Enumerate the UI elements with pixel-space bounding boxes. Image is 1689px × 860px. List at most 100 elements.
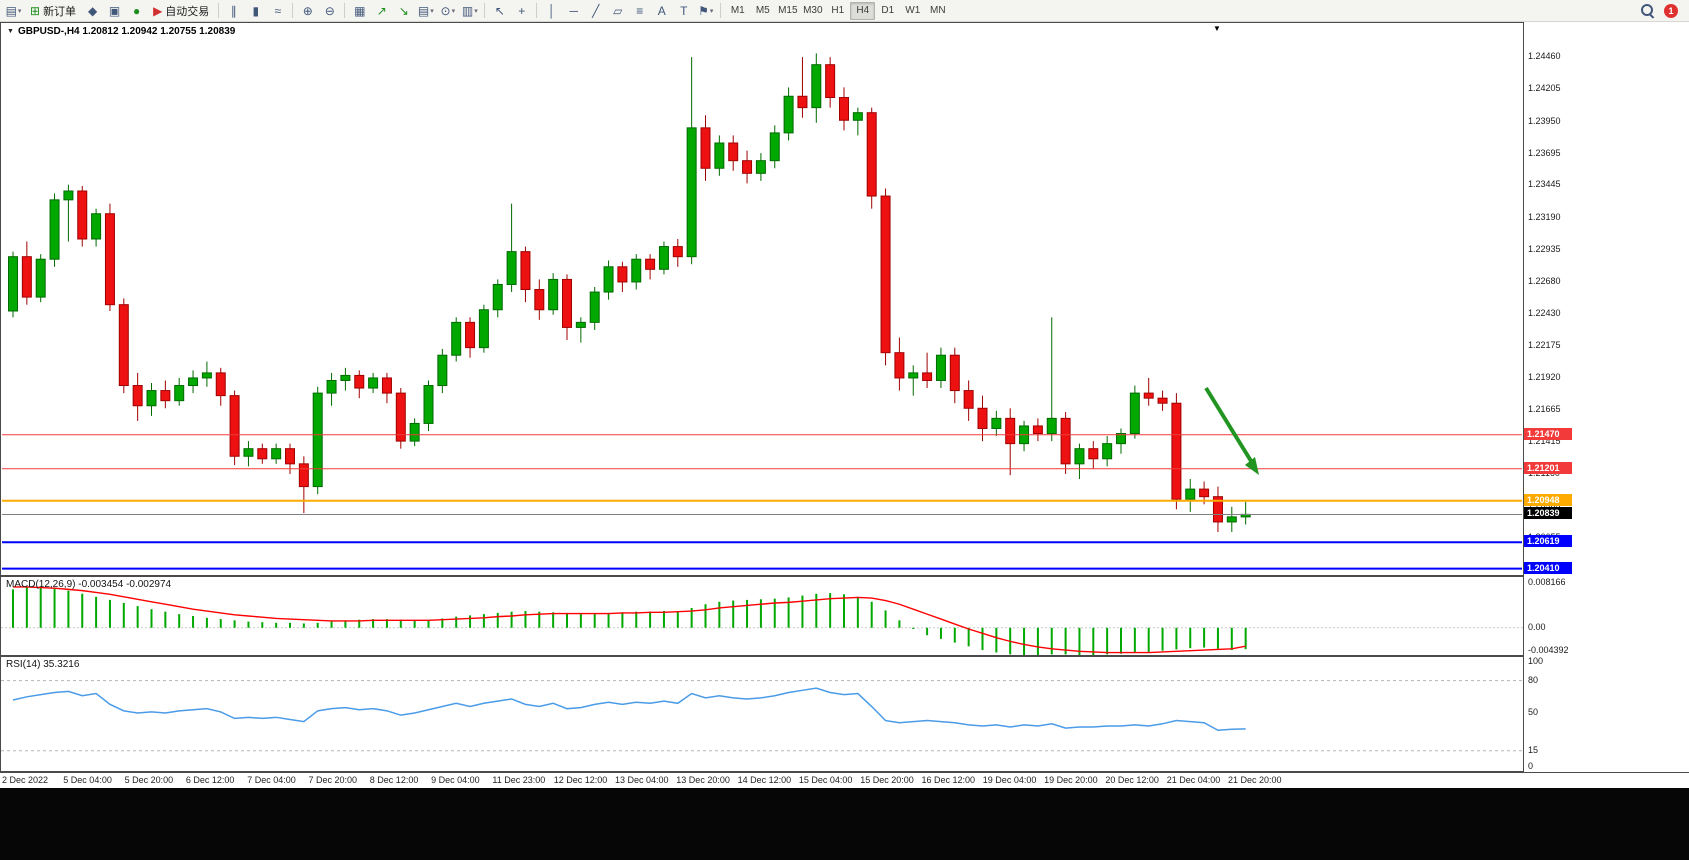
add-indicator-icon: ▤ bbox=[417, 3, 430, 18]
price-axis-label: 1.22935 bbox=[1528, 243, 1561, 254]
channel-tool-button[interactable]: ▱ bbox=[607, 1, 628, 20]
price-axis-label: 1.22430 bbox=[1528, 307, 1561, 318]
line-chart-button[interactable]: ≈ bbox=[267, 1, 288, 20]
tile-windows-button[interactable]: ▦ bbox=[349, 1, 370, 20]
candle-body bbox=[243, 448, 254, 457]
rsi-canvas[interactable] bbox=[1, 657, 1523, 771]
candle-body bbox=[257, 448, 268, 460]
candle-body bbox=[866, 112, 877, 197]
horizontal-line-tool-button[interactable]: ─ bbox=[563, 1, 584, 20]
timeframe-button-m5[interactable]: M5 bbox=[755, 5, 770, 16]
candlestick-chart-button[interactable]: ▮ bbox=[245, 1, 266, 20]
new-order-label: 新订单 bbox=[43, 5, 77, 18]
new-chart-button[interactable]: ▤ ▾ bbox=[3, 1, 24, 20]
timeframe-button-w1[interactable]: W1 bbox=[905, 5, 921, 16]
template-menu-button[interactable]: ▥ ▾ bbox=[459, 1, 480, 20]
macd-panel: MACD(12,26,9) -0.003454 -0.002974 bbox=[0, 576, 1524, 656]
chevron-down-icon: ▾ bbox=[430, 7, 434, 15]
print-button[interactable]: ▣ bbox=[104, 1, 125, 20]
symbol-dropdown-icon[interactable]: ▼ bbox=[7, 28, 14, 35]
price-axis-label: 1.23190 bbox=[1528, 211, 1561, 222]
new-chart-icon: ▤ bbox=[5, 3, 17, 18]
timeframe-button-h4[interactable]: H4 bbox=[850, 1, 876, 20]
new-order-icon: ⊞ bbox=[30, 3, 41, 18]
candle-body bbox=[589, 291, 600, 323]
candle-body bbox=[160, 390, 171, 402]
candle-body bbox=[465, 321, 476, 349]
candle-body bbox=[963, 390, 974, 409]
candle-body bbox=[368, 377, 379, 389]
time-axis-label: 13 Dec 20:00 bbox=[676, 775, 730, 785]
crosshair-tool-button[interactable]: + bbox=[511, 1, 532, 20]
chart-shift-marker[interactable]: ▼ bbox=[1213, 24, 1221, 33]
zoom-out-button[interactable]: ⊖ bbox=[319, 1, 340, 20]
timeframe-button-m15[interactable]: M15 bbox=[778, 5, 798, 16]
timeframe-button-m30[interactable]: M30 bbox=[803, 5, 823, 16]
shapes-tool-button[interactable]: ⚑ ▾ bbox=[695, 1, 716, 20]
candle-body bbox=[575, 321, 586, 328]
candle-body bbox=[603, 266, 614, 293]
trendline-tool-button[interactable]: ╱ bbox=[585, 1, 606, 20]
candle-body bbox=[188, 377, 199, 387]
candle-body bbox=[354, 374, 365, 389]
autotrading-button[interactable]: ▶ 自动交易 bbox=[148, 1, 214, 20]
metaquotes-icon: ◆ bbox=[87, 3, 98, 18]
candle-body bbox=[1116, 433, 1126, 445]
candle-body bbox=[271, 448, 282, 460]
metaquotes-button[interactable]: ◆ bbox=[82, 1, 103, 20]
autotrading-label: 自动交易 bbox=[165, 5, 210, 18]
indicator-up-button[interactable]: ↗ bbox=[371, 1, 392, 20]
macd-axis-label: 0.008166 bbox=[1528, 577, 1566, 587]
trend-arrow-head bbox=[1245, 457, 1259, 475]
candle-body bbox=[381, 377, 392, 394]
time-axis-label: 11 Dec 23:00 bbox=[492, 775, 546, 785]
time-axis-label: 9 Dec 04:00 bbox=[431, 775, 480, 785]
candle-body bbox=[201, 372, 212, 379]
timeframe-button-d1[interactable]: D1 bbox=[881, 5, 895, 16]
zoom-in-button[interactable]: ⊕ bbox=[297, 1, 318, 20]
trend-arrow[interactable] bbox=[1204, 386, 1253, 463]
label-tool-button[interactable]: T bbox=[673, 1, 694, 20]
timeframe-button-m1[interactable]: M1 bbox=[730, 5, 745, 16]
add-indicator-button[interactable]: ▤ ▾ bbox=[415, 1, 436, 20]
candle-body bbox=[783, 95, 794, 134]
macd-canvas[interactable] bbox=[1, 577, 1523, 655]
period-menu-button[interactable]: ⊙ ▾ bbox=[437, 1, 458, 20]
search-icon[interactable] bbox=[1641, 4, 1654, 17]
candle-body bbox=[77, 190, 88, 240]
price-axis-label: 1.23950 bbox=[1528, 115, 1561, 126]
candle-body bbox=[146, 390, 157, 407]
rsi-axis-label: 0 bbox=[1528, 761, 1534, 771]
bar-chart-icon: ∥ bbox=[230, 3, 237, 18]
candle-body bbox=[852, 112, 863, 121]
fibonacci-tool-button[interactable]: ≡ bbox=[629, 1, 650, 20]
candle-body bbox=[686, 127, 697, 258]
rsi-label: RSI(14) 35.3216 bbox=[6, 659, 80, 670]
notification-badge[interactable]: 1 bbox=[1664, 3, 1678, 18]
candle-body bbox=[63, 190, 74, 201]
price-tag-1.20410: 1.20410 bbox=[1524, 561, 1572, 574]
timeframe-button-mn[interactable]: MN bbox=[930, 5, 946, 16]
time-axis[interactable]: 2 Dec 2022 5 Dec 04:00 5 Dec 20:00 6 Dec 12… bbox=[0, 772, 1689, 788]
timeframe-button-h1[interactable]: H1 bbox=[831, 5, 845, 16]
time-axis-label: 14 Dec 12:00 bbox=[737, 775, 792, 785]
bar-chart-button[interactable]: ∥ bbox=[223, 1, 244, 20]
candle-body bbox=[1074, 448, 1085, 465]
toolbar-separator bbox=[536, 3, 538, 18]
candle-body bbox=[174, 385, 185, 402]
vertical-line-tool-button[interactable]: │ bbox=[541, 1, 562, 20]
price-chart-canvas[interactable] bbox=[1, 23, 1523, 575]
indicator-down-icon: ↘ bbox=[398, 3, 409, 18]
time-axis-label: 21 Dec 20:00 bbox=[1228, 775, 1282, 785]
candle-body bbox=[1129, 392, 1140, 435]
rsi-axis: 100 80 50 15 0 bbox=[1524, 656, 1689, 772]
cursor-tool-button[interactable]: ↖ bbox=[489, 1, 510, 20]
candle-body bbox=[825, 64, 836, 99]
candle-body bbox=[1102, 443, 1113, 460]
new-order-button[interactable]: ⊞ 新订单 bbox=[25, 1, 81, 20]
community-button[interactable]: ● bbox=[126, 1, 147, 20]
text-tool-button[interactable]: A bbox=[651, 1, 672, 20]
indicator-down-button[interactable]: ↘ bbox=[393, 1, 414, 20]
toolbar-separator bbox=[218, 3, 220, 18]
